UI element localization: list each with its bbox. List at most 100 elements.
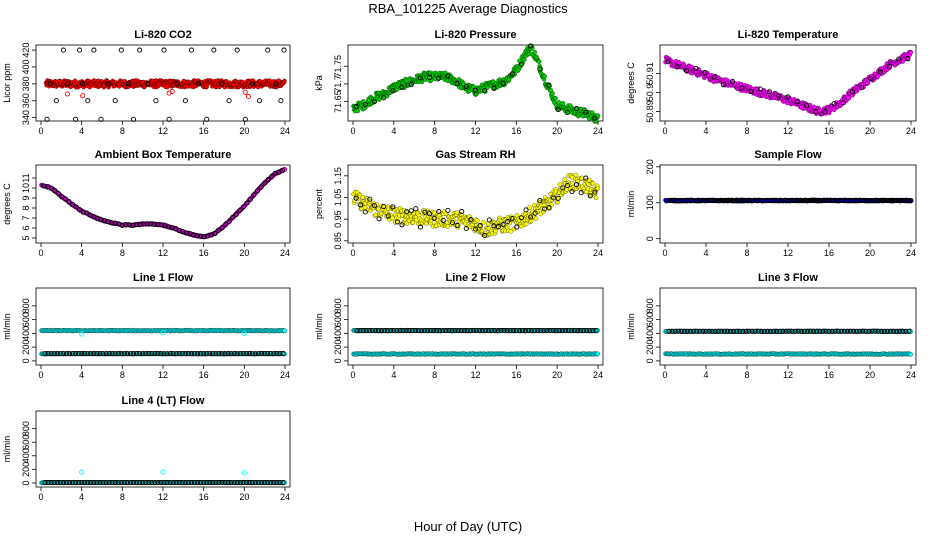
panel-title: Gas Stream RH [435,149,515,161]
data-point [92,48,96,52]
data-point [86,99,90,103]
y-tick-label: 0.95 [333,210,343,228]
data-point [591,181,595,185]
x-tick-label: 20 [239,126,249,136]
y-axis-label: degrees C [626,62,636,104]
x-tick-label: 24 [906,370,916,380]
data-point [549,203,553,207]
x-tick-label: 4 [79,248,84,258]
x-tick-label: 16 [199,126,209,136]
x-tick-label: 0 [38,248,43,258]
y-axis-label: ml/min [626,191,636,218]
panel-title: Li-820 Pressure [435,29,517,41]
data-point [534,216,538,220]
x-tick-label: 4 [391,126,396,136]
x-tick-label: 0 [662,126,667,136]
x-tick-label: 24 [906,248,916,258]
data-point [266,48,270,52]
y-tick-label: 0 [333,358,343,363]
x-tick-label: 12 [158,370,168,380]
series-group [663,198,913,204]
data-point [574,173,578,177]
data-point [455,211,459,215]
y-tick-label: 0.85 [333,232,343,250]
x-tick-label: 8 [432,370,437,380]
data-point [212,48,216,52]
x-tick-label: 0 [662,370,667,380]
x-tick-label: 4 [79,126,84,136]
data-point [65,92,69,96]
data-point [282,79,286,83]
x-tick-label: 8 [432,126,437,136]
x-tick-label: 4 [703,248,708,258]
data-point [243,90,247,94]
x-tick-label: 0 [38,370,43,380]
data-point [361,195,365,199]
x-tick-label: 0 [38,126,43,136]
data-point [189,48,193,52]
x-tick-label: 12 [470,126,480,136]
x-tick-label: 24 [593,126,603,136]
panel-title: Li-820 CO2 [134,29,191,41]
y-tick-label: 10 [21,183,31,193]
x-tick-label: 12 [158,248,168,258]
x-tick-label: 12 [783,370,793,380]
data-point [554,96,558,100]
y-tick-label: 7 [21,215,31,220]
data-point [54,99,58,103]
x-tick-label: 24 [280,126,290,136]
data-point [909,352,913,356]
y-tick-label: 50.91 [645,62,655,85]
y-axis-label: ml/min [314,313,324,340]
data-point [138,48,142,52]
data-point [377,207,381,211]
data-point [446,208,450,212]
series-group [39,167,287,239]
x-tick-label: 24 [906,126,916,136]
data-point [282,48,286,52]
series-group [663,50,913,116]
data-point [486,222,490,226]
data-point [113,99,117,103]
data-point [533,50,537,54]
data-point [227,99,231,103]
y-tick-label: 0 [645,358,655,363]
y-tick-label: 50.89 [645,100,655,123]
data-point [119,48,123,52]
x-tick-label: 16 [199,370,209,380]
x-tick-label: 20 [865,370,875,380]
panel-title: Li-820 Temperature [738,29,839,41]
x-tick-label: 24 [280,370,290,380]
x-tick-label: 12 [470,248,480,258]
x-tick-label: 16 [199,248,209,258]
x-tick-label: 4 [703,126,708,136]
y-tick-label: 0 [21,358,31,363]
x-tick-label: 12 [470,370,480,380]
plot-frame [660,45,916,121]
y-tick-label: 340 [21,110,31,125]
x-tick-label: 24 [280,248,290,258]
x-tick-label: 8 [744,126,749,136]
x-tick-label: 16 [824,126,834,136]
data-point [446,224,450,228]
x-tick-label: 20 [239,248,249,258]
x-tick-label: 20 [865,126,875,136]
y-axis-label: ml/min [2,313,12,340]
data-point [524,222,528,226]
y-tick-label: 800 [333,298,343,313]
data-point [283,329,287,333]
x-tick-label: 24 [593,370,603,380]
x-tick-label: 20 [552,370,562,380]
x-tick-label: 20 [239,370,249,380]
x-tick-label: 20 [552,126,562,136]
x-tick-label: 12 [158,126,168,136]
y-tick-label: 5 [21,235,31,240]
y-tick-label: 100 [645,195,655,210]
series-group [351,44,600,124]
